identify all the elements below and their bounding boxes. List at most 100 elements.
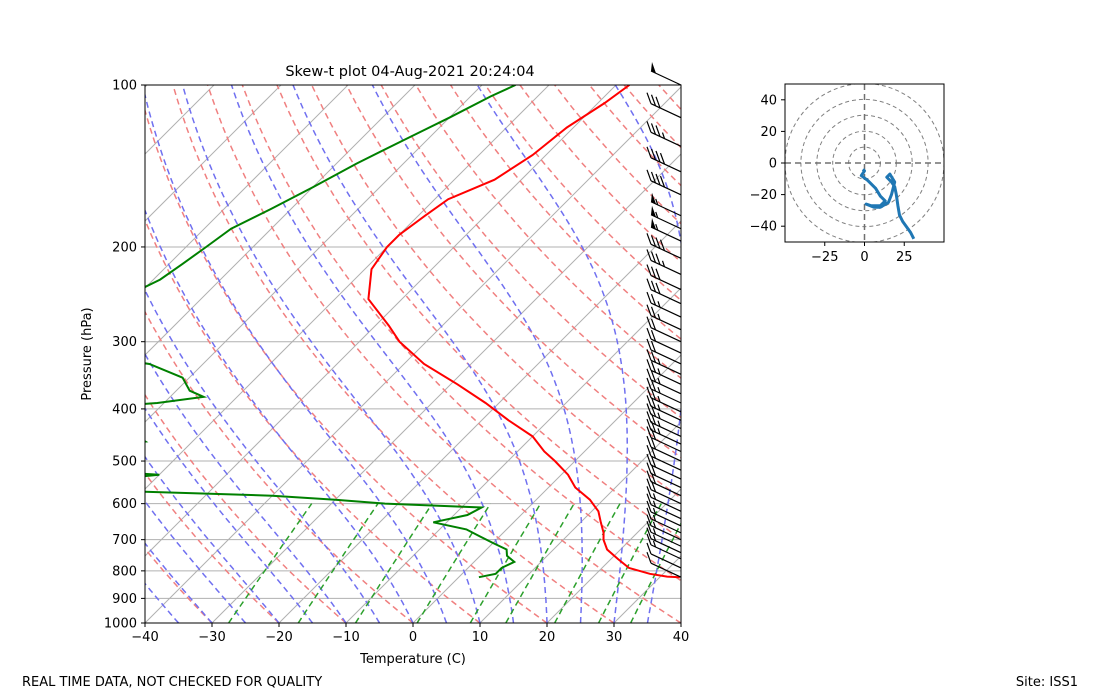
wind-barb <box>646 435 682 462</box>
moist-adiabat <box>145 500 247 623</box>
wind-barb <box>646 368 682 395</box>
dry-adiabat <box>380 85 681 419</box>
mixing-ratio-line <box>630 521 681 623</box>
dry-adiabat <box>311 85 681 499</box>
dry-adiabat <box>484 85 681 302</box>
hodograph-y-tick-label: −40 <box>750 220 777 235</box>
skewt-ticks: −40 −30 −20 −10 0 10 20 30 40 100 200 300 400 500 600 7… <box>104 79 689 646</box>
isotherm-line <box>145 85 215 155</box>
y-tick-label: 300 <box>112 335 137 350</box>
wind-barbs <box>646 62 682 578</box>
wind-barb <box>646 527 682 554</box>
isotherm-line <box>345 287 681 623</box>
mixing-ratio-line <box>227 503 313 623</box>
hodograph-y-tick-label: 0 <box>769 157 777 172</box>
dry-adiabat <box>623 85 681 149</box>
x-tick-label: 10 <box>472 630 489 645</box>
wind-barb <box>650 205 682 230</box>
wind-barb <box>646 304 682 331</box>
dry-adiabat <box>694 85 1100 623</box>
isotherm-line <box>145 85 483 423</box>
wind-barb <box>646 542 682 569</box>
dry-adiabat <box>345 85 681 459</box>
temperature-profile <box>367 85 680 579</box>
skewt-grid <box>0 85 1100 623</box>
dry-adiabat <box>145 310 414 623</box>
wind-barb <box>646 551 682 578</box>
isotherm-line <box>613 555 681 623</box>
isotherm-line <box>145 85 349 289</box>
dry-adiabat <box>728 85 1100 623</box>
wind-barb <box>646 233 682 259</box>
y-tick-label: 100 <box>112 79 137 94</box>
x-tick-label: 30 <box>606 630 623 645</box>
wind-barb <box>646 291 682 318</box>
wind-barb <box>646 478 682 505</box>
wind-barb <box>646 278 682 305</box>
dry-adiabat <box>145 471 280 623</box>
y-tick-label: 900 <box>112 592 137 607</box>
wind-barb <box>646 507 682 534</box>
y-tick-label: 400 <box>112 402 137 417</box>
isotherm-line <box>546 488 681 623</box>
y-tick-label: 500 <box>112 455 137 470</box>
wind-barb <box>646 386 682 413</box>
y-tick-label: 800 <box>112 564 137 579</box>
moist-adiabat <box>145 91 448 623</box>
isotherm-line <box>145 85 617 557</box>
wind-barb <box>646 500 682 527</box>
moist-adiabat <box>371 85 583 623</box>
wind-barb <box>646 426 682 453</box>
hodograph-y-tick-label: 20 <box>760 125 777 140</box>
isotherm-line <box>145 85 282 222</box>
wind-barb <box>646 395 682 421</box>
mixing-ratio-line <box>354 503 433 623</box>
dry-adiabat <box>519 85 681 263</box>
hodograph-trace <box>859 168 916 240</box>
dry-adiabat <box>241 85 681 582</box>
dry-adiabat <box>588 85 681 187</box>
moist-adiabat <box>680 619 681 623</box>
dry-adiabat <box>449 85 681 341</box>
wind-barb <box>646 418 682 445</box>
x-tick-label: 0 <box>409 630 417 645</box>
isotherm-line <box>0 85 13 623</box>
moist-adiabat <box>230 85 515 623</box>
x-tick-label: 40 <box>673 630 690 645</box>
y-axis-label: Pressure (hPa) <box>80 307 95 400</box>
dry-adiabat <box>206 85 681 623</box>
quality-disclaimer: REAL TIME DATA, NOT CHECKED FOR QUALITY <box>22 675 322 690</box>
mixing-ratio-line <box>469 503 542 623</box>
wind-barb <box>646 338 682 365</box>
dry-adiabat <box>145 108 548 623</box>
wind-barb <box>646 327 682 354</box>
x-tick-label: −40 <box>131 630 158 645</box>
y-tick-label: 600 <box>112 497 137 512</box>
hodograph: −25 0 25 40 20 0 −20 −40 <box>750 83 945 265</box>
wind-barb <box>650 62 682 86</box>
wind-barb <box>646 493 682 520</box>
wind-barb <box>646 445 682 471</box>
dry-adiabat <box>276 85 681 540</box>
moist-adiabat <box>145 542 213 623</box>
wind-barb <box>646 486 682 512</box>
dry-adiabat <box>172 85 615 623</box>
moist-adiabat <box>145 407 314 623</box>
dewpoint-profile <box>145 85 517 579</box>
hodograph-y-tick-label: 40 <box>760 93 777 108</box>
x-tick-label: 20 <box>539 630 556 645</box>
x-axis-label: Temperature (C) <box>359 652 466 667</box>
chart-title: Skew-t plot 04-Aug-2021 20:24:04 <box>285 64 534 80</box>
wind-barb <box>646 521 682 547</box>
moist-adiabat <box>476 85 629 623</box>
wind-barb <box>646 316 682 343</box>
moist-adiabat <box>181 85 481 623</box>
dry-adiabat <box>145 393 347 623</box>
isotherm-line <box>479 421 681 623</box>
dry-adiabat <box>145 547 213 623</box>
y-tick-label: 700 <box>112 533 137 548</box>
wind-barb <box>646 249 682 276</box>
hodograph-x-tick-label: −25 <box>811 250 838 265</box>
dry-adiabat <box>145 218 481 623</box>
